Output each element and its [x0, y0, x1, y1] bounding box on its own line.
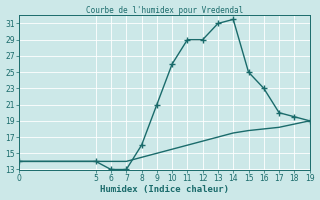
X-axis label: Humidex (Indice chaleur): Humidex (Indice chaleur) — [100, 185, 229, 194]
Title: Courbe de l'humidex pour Vredendal: Courbe de l'humidex pour Vredendal — [86, 6, 243, 15]
